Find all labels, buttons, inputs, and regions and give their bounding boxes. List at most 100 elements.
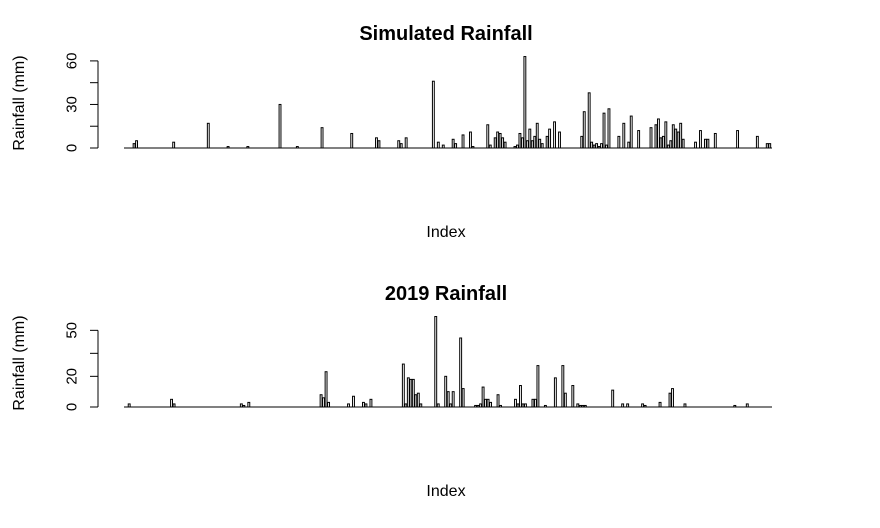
bar <box>571 385 575 408</box>
bar <box>519 385 522 408</box>
bar <box>536 365 540 408</box>
bar <box>226 146 230 149</box>
bar <box>496 394 500 408</box>
bar <box>461 388 465 408</box>
bar <box>600 143 603 149</box>
bar <box>595 143 599 149</box>
bar <box>664 121 668 149</box>
bar <box>239 403 243 408</box>
chart-title: 2019 Rainfall <box>385 283 507 305</box>
bar <box>498 132 502 149</box>
bar <box>419 403 423 408</box>
bar <box>561 365 565 408</box>
bar <box>377 140 381 149</box>
bar <box>327 401 331 408</box>
bar <box>703 138 707 149</box>
y-axis-label: Rainfall (mm) <box>11 55 28 150</box>
bar <box>397 140 401 149</box>
bar <box>528 128 532 149</box>
bar <box>481 386 485 408</box>
bar <box>514 398 517 408</box>
bar <box>587 92 591 149</box>
bar <box>602 112 606 149</box>
bar <box>127 403 131 408</box>
bar <box>576 403 580 408</box>
bar <box>496 131 500 149</box>
bar <box>681 138 685 149</box>
bar <box>679 122 683 149</box>
bar-series <box>124 56 772 149</box>
bar <box>172 141 176 149</box>
bar <box>362 401 365 408</box>
chart-title: Simulated Rainfall <box>359 23 532 45</box>
bar <box>499 404 502 408</box>
bar <box>641 403 645 408</box>
bar <box>637 130 641 149</box>
bar <box>459 337 463 408</box>
bar <box>535 122 539 149</box>
bar <box>320 127 324 149</box>
bar <box>347 403 350 408</box>
bar <box>324 371 328 408</box>
bar <box>493 137 497 149</box>
bar <box>699 130 702 149</box>
bar <box>444 375 448 408</box>
bar <box>745 403 749 408</box>
y-tick-label: 0 <box>64 144 81 152</box>
bar <box>649 127 653 149</box>
bar <box>605 144 608 149</box>
y-tick-label: 60 <box>64 53 81 70</box>
bar <box>525 140 529 149</box>
bar <box>401 363 405 408</box>
bar <box>247 401 251 408</box>
bar <box>658 401 662 408</box>
bar <box>322 397 326 408</box>
bar <box>607 108 611 149</box>
bar <box>501 137 505 149</box>
bar <box>474 404 478 408</box>
bar <box>581 404 585 408</box>
bar <box>683 403 687 408</box>
bar <box>451 391 455 408</box>
bar <box>736 130 740 149</box>
bar <box>540 143 544 149</box>
bar <box>671 388 674 408</box>
bar <box>583 404 587 408</box>
bar <box>486 124 490 149</box>
y-tick-label: 30 <box>64 96 81 113</box>
y-axis: 0 30 60 <box>64 53 99 152</box>
bar <box>521 403 525 408</box>
bar <box>563 392 567 408</box>
bar <box>369 398 373 408</box>
bar <box>364 403 368 408</box>
bar <box>319 394 323 408</box>
bar <box>242 404 246 408</box>
bar <box>409 378 413 408</box>
y-tick-label: 20 <box>64 368 81 385</box>
bar <box>533 135 537 149</box>
bar <box>543 404 547 408</box>
bar <box>406 377 410 408</box>
bar <box>538 138 542 149</box>
bar <box>399 143 403 149</box>
y-axis: 0 20 50 <box>64 322 99 411</box>
bar <box>545 135 549 149</box>
bar <box>513 146 517 149</box>
x-axis-label: Index <box>426 483 465 500</box>
bar <box>643 404 647 408</box>
bar <box>350 132 354 149</box>
bar <box>590 141 594 149</box>
bar <box>278 103 282 149</box>
bar <box>518 132 522 149</box>
x-axis-label: Index <box>426 224 465 241</box>
bar <box>352 395 355 408</box>
bar <box>411 378 415 408</box>
bar <box>476 404 480 408</box>
bar <box>295 146 299 149</box>
bar <box>694 141 697 149</box>
bar <box>611 389 615 408</box>
bar <box>172 403 176 408</box>
bar <box>520 137 524 149</box>
